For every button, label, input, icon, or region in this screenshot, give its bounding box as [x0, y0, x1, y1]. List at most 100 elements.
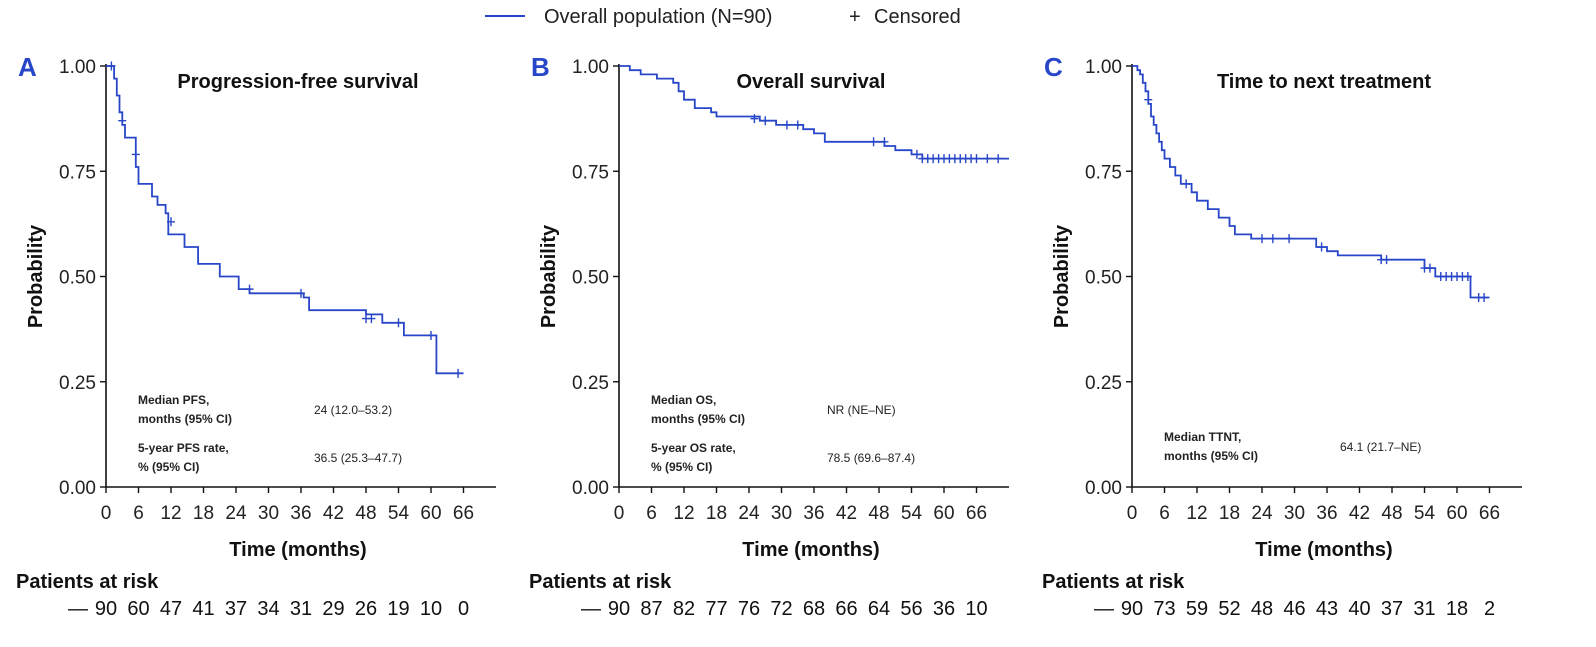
x-tick-label: 0: [1127, 503, 1138, 524]
y-tick-label: 0.00: [572, 478, 609, 499]
stat-value: 64.1 (21.7–NE): [1340, 440, 1421, 454]
risk-count: 59: [1186, 598, 1208, 620]
censor-mark: [297, 288, 305, 298]
x-tick-label: 36: [290, 503, 311, 524]
x-tick-label: 36: [1316, 503, 1337, 524]
x-tick-label: 18: [706, 503, 727, 524]
panel-a: A Progression-free survival 0.00 0.25 0.50 0.…: [16, 52, 496, 620]
risk-count: 26: [355, 598, 377, 620]
risk-count: 41: [192, 598, 214, 620]
censor-mark: [1182, 179, 1191, 189]
x-tick-label: 6: [646, 503, 657, 524]
x-tick-label: 36: [803, 503, 824, 524]
stat-label: months (95% CI): [138, 412, 232, 426]
y-tick-label: 0.00: [1085, 478, 1122, 499]
stat-label: 5-year OS rate,: [651, 441, 736, 455]
km-curve: [106, 65, 464, 375]
x-tick-label: 0: [101, 503, 112, 524]
x-tick-label: 42: [1349, 503, 1370, 524]
x-tick-label: 66: [966, 503, 987, 524]
x-tick-label: 60: [1446, 503, 1467, 524]
x-tick-label: 6: [133, 503, 144, 524]
risk-table-title: Patients at risk: [16, 571, 159, 593]
x-tick-label: 42: [836, 503, 857, 524]
stat-value: 36.5 (25.3–47.7): [314, 451, 402, 465]
censor-mark: [1480, 293, 1489, 303]
censor-mark: [1425, 263, 1434, 273]
risk-count: 31: [1413, 598, 1435, 620]
risk-count: 72: [770, 598, 792, 620]
x-tick-label: 12: [673, 503, 694, 524]
x-tick-label: 48: [355, 503, 376, 524]
y-tick-label: 0.50: [1085, 268, 1122, 289]
risk-count: 68: [803, 598, 825, 620]
censor-mark: [994, 154, 1003, 164]
risk-count: 0: [458, 598, 469, 620]
stat-label: Median OS,: [651, 393, 716, 407]
risk-count: 10: [420, 598, 442, 620]
risk-count: 37: [1381, 598, 1403, 620]
risk-count: 52: [1218, 598, 1240, 620]
censor-mark: [107, 61, 116, 71]
risk-table-title: Patients at risk: [529, 571, 672, 593]
x-tick-label: 0: [614, 503, 625, 524]
risk-count: 82: [673, 598, 695, 620]
x-tick-label: 18: [1219, 503, 1240, 524]
risk-count: 46: [1283, 598, 1305, 620]
risk-count: 60: [127, 598, 149, 620]
y-tick-label: 0.50: [59, 268, 96, 289]
censor-mark: [1144, 95, 1153, 105]
stat-label: months (95% CI): [1164, 449, 1258, 463]
censor-mark: [131, 149, 140, 159]
panel-title: Time to next treatment: [1217, 71, 1431, 93]
risk-count: 64: [868, 598, 890, 620]
stat-value: NR (NE–NE): [827, 403, 896, 417]
panel-title: Progression-free survival: [177, 71, 418, 93]
risk-series-marker: —: [1094, 598, 1114, 620]
y-axis-title: Probability: [1051, 224, 1073, 328]
y-axis-title: Probability: [538, 224, 560, 328]
risk-count: 47: [160, 598, 182, 620]
x-tick-label: 54: [1414, 503, 1436, 524]
risk-count: 77: [705, 598, 727, 620]
censor-mark: [1285, 234, 1294, 244]
risk-count: 10: [965, 598, 987, 620]
panel-letter: C: [1044, 52, 1063, 82]
y-tick-label: 0.25: [572, 373, 609, 394]
x-tick-label: 60: [420, 503, 441, 524]
x-tick-label: 48: [1381, 503, 1402, 524]
y-tick-label: 0.75: [572, 162, 609, 183]
censor-mark: [1317, 242, 1326, 252]
censor-mark: [983, 154, 992, 164]
x-tick-label: 42: [323, 503, 344, 524]
x-axis-title: Time (months): [229, 539, 366, 561]
risk-count: 87: [640, 598, 662, 620]
x-tick-label: 24: [738, 503, 760, 524]
panel-letter: B: [531, 52, 550, 82]
y-tick-label: 0.25: [1085, 373, 1122, 394]
stat-label: months (95% CI): [651, 412, 745, 426]
y-axis-title: Probability: [25, 224, 47, 328]
x-tick-label: 30: [258, 503, 279, 524]
risk-count: 34: [257, 598, 279, 620]
km-curve: [619, 65, 1009, 160]
risk-count: 18: [1446, 598, 1468, 620]
censor-mark: [427, 330, 435, 340]
risk-count: 90: [608, 598, 630, 620]
risk-table-title: Patients at risk: [1042, 571, 1185, 593]
y-tick-label: 0.50: [572, 268, 609, 289]
y-tick-label: 0.25: [59, 373, 96, 394]
y-tick-label: 0.00: [59, 478, 96, 499]
legend: Overall population (N=90) + Censored: [485, 6, 961, 28]
x-tick-label: 60: [933, 503, 954, 524]
risk-count: 37: [225, 598, 247, 620]
y-tick-label: 0.75: [59, 162, 96, 183]
risk-count: 66: [835, 598, 857, 620]
x-tick-label: 54: [388, 503, 410, 524]
x-tick-label: 30: [1284, 503, 1305, 524]
risk-count: 73: [1153, 598, 1175, 620]
censor-mark: [1268, 234, 1277, 244]
censor-mark: [972, 154, 981, 164]
